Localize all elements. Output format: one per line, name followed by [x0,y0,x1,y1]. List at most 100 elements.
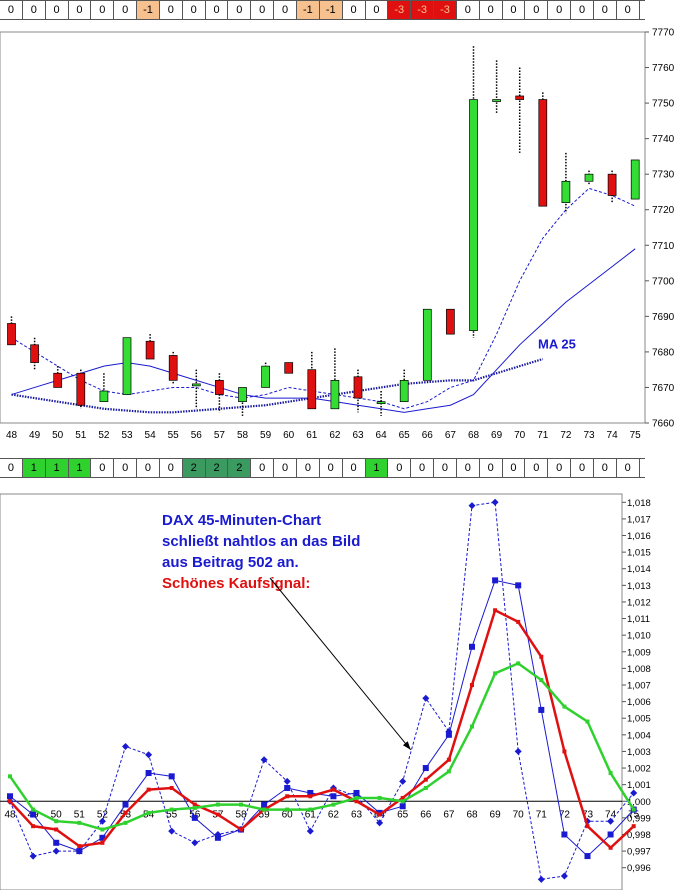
signal-cell: 0 [46,1,69,19]
candle-body [145,340,155,360]
series-marker [7,793,13,800]
x-tick-label: 60 [283,430,295,441]
series-marker [608,771,613,776]
candle-body [330,379,340,410]
candle-body [284,362,294,374]
x-tick-label: 67 [445,430,457,441]
y-tick-label: 1,000 [627,797,651,808]
signal-cell: 0 [480,1,503,19]
series-marker [262,807,267,812]
x-tick-label: 55 [166,809,178,820]
y-tick-label: 1,011 [627,614,650,625]
x-tick-label: 65 [397,809,409,820]
y-tick-label: 1,006 [627,697,651,708]
series-marker [399,803,406,810]
series-marker [283,777,291,785]
candle-body [122,337,132,395]
series-marker [77,844,82,849]
series-marker [215,812,220,817]
series-marker [515,582,522,589]
signal-cell: 0 [251,459,275,477]
signal-cell: 0 [0,459,23,477]
candle [515,67,525,153]
x-tick-label: 74 [607,430,619,441]
series-marker [123,820,128,825]
series-marker [122,742,129,750]
x-tick-label: 56 [189,809,201,820]
series-marker [423,777,428,782]
series-marker [77,820,82,825]
x-tick-label: 66 [420,809,432,820]
y-tick-label: 1,002 [627,764,651,775]
y-tick-label: 1,017 [627,514,651,525]
candle [607,170,617,203]
x-tick-label: 61 [306,430,318,441]
signal-cell: 0 [160,1,183,19]
candle-body [168,355,178,381]
x-tick-label: 50 [52,430,64,441]
candle [469,46,478,338]
candle-body [515,95,525,100]
oscillator-chart: 0,996 0,997 0,998 0,999 1,000 1,001 1,002 1,003… [0,493,651,890]
plot-area [0,31,646,424]
candle-body [584,173,594,182]
series-thick-green [8,661,636,832]
signal-cell: 1 [365,459,389,477]
series-marker [146,787,151,792]
candle-body [238,387,247,403]
series-marker [54,827,59,832]
candle-body [422,308,432,381]
signal-cell: 0 [503,1,526,19]
y-tick-label: 1,007 [627,681,651,692]
candle [561,152,571,214]
series-marker [584,853,591,860]
series-marker [562,704,567,709]
signal-cell: 2 [205,459,229,477]
series-marker [239,802,243,807]
y-tick-label: 1,003 [627,747,651,758]
y-tick-label: 0,998 [627,830,651,841]
series-marker [169,785,174,790]
series-marker [445,731,452,738]
series-marker [631,824,636,829]
series-marker [353,789,360,796]
candle-body [215,379,224,395]
candle [307,351,317,410]
y-tick-label: 7660 [652,419,675,430]
x-tick-label: 49 [29,430,41,441]
candle-body [99,390,109,403]
series-marker [8,799,12,804]
x-tick-label: 50 [51,809,63,820]
series-marker [493,671,498,676]
candle [630,159,640,200]
series-line [9,608,635,850]
y-tick-label: 1,010 [627,631,651,642]
y-tick-label: 1,014 [627,564,651,575]
candle-body [561,180,571,203]
x-tick-label: 56 [191,430,203,441]
candle [422,308,432,381]
x-tick-label: 51 [74,809,86,820]
y-tick-label: 1,016 [627,531,651,542]
series-marker [468,502,476,510]
signal-cell: -3 [388,1,412,19]
series-marker [354,795,359,800]
y-tick-label: 0,996 [627,863,651,874]
signal-cell: 0 [388,459,412,477]
ma25-label: MA 25 [538,336,576,351]
y-tick-label: 0,997 [627,847,651,858]
annotation-arrow [269,577,412,751]
y-tick-label: 1,015 [627,548,651,559]
candle [330,348,340,410]
series-marker [446,757,451,762]
series-marker [330,793,337,800]
series-marker [284,784,291,791]
x-tick-label: 67 [443,809,455,820]
series-marker [560,872,568,880]
series-marker [331,802,336,807]
x-tick-label: 62 [328,809,340,820]
series-marker [608,845,613,850]
x-tick-label: 73 [583,430,595,441]
signal-cell: -1 [137,1,160,19]
arrow-head [402,741,411,750]
